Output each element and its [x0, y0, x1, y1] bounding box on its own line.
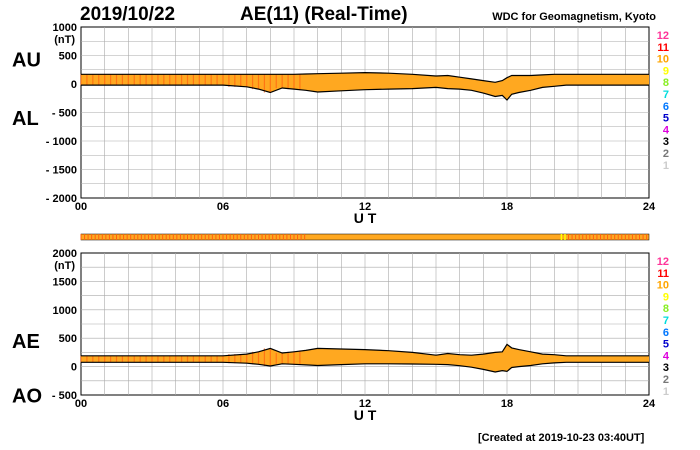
- panel-1-xtick-label: 06: [217, 201, 229, 213]
- panel-2-xtick-label: 12: [359, 398, 371, 410]
- panel-1-xtick-label: 12: [359, 201, 371, 213]
- panel-2-ytick-label: 0: [71, 362, 77, 374]
- panel-1-station-legend-item: 2: [663, 148, 669, 160]
- panel-1-xaxis-label: U T: [354, 210, 377, 226]
- panel-1-xtick-label: 00: [75, 201, 87, 213]
- panel-2-station-legend-item: 12: [657, 256, 669, 268]
- panel-2-station-legend-item: 6: [663, 327, 669, 339]
- panel-2-station-legend-item: 7: [663, 315, 669, 327]
- panel-2-station-legend-item: 2: [663, 374, 669, 386]
- panel-2-series-ao: [81, 361, 649, 373]
- panel-2-ytick-label: 2000: [53, 248, 77, 260]
- panel-2-xaxis-label: U T: [354, 407, 377, 423]
- panel-1-station-legend-item: 6: [663, 101, 669, 113]
- panel-2-xtick-label: 18: [501, 398, 513, 410]
- panel-1-series-au: [81, 71, 649, 83]
- panel-1-ytick-label: - 2000: [46, 193, 77, 205]
- panel-2-station-legend-item: 9: [663, 291, 669, 303]
- panel-1-station-legend-item: 9: [663, 65, 669, 77]
- panel-2-station-legend-item: 3: [663, 362, 669, 374]
- panel-1-ytick-label: 0: [71, 79, 77, 91]
- panel-2-xtick-label: 06: [217, 398, 229, 410]
- panel-2-units-label: (nT): [54, 260, 75, 272]
- panel-1-ytick-label: - 1500: [46, 165, 77, 177]
- panel-1-ytick-label: - 500: [52, 108, 77, 120]
- panel-2-station-legend-item: 1: [663, 386, 669, 398]
- panel-1-station-legend-item: 4: [663, 124, 670, 136]
- panel-2-xtick-label: 00: [75, 398, 87, 410]
- panel-1-ytick-label: 500: [59, 51, 77, 63]
- created-timestamp: [Created at 2019-10-23 03:40UT]: [478, 432, 645, 444]
- panel-1-station-legend-item: 11: [657, 42, 669, 54]
- panel-2-station-legend-item: 11: [657, 268, 669, 280]
- panel-1-upper-label: AU: [12, 49, 41, 71]
- panel-1-station-legend-item: 5: [663, 113, 669, 125]
- panel-2-ytick-label: 500: [59, 333, 77, 345]
- credit-label: WDC for Geomagnetism, Kyoto: [492, 11, 656, 23]
- panel-2-band: [81, 344, 649, 372]
- panel-1-xtick-label: 24: [643, 201, 656, 213]
- panel-2-upper-label: AE: [12, 331, 40, 353]
- panel-2-ytick-label: 1000: [53, 305, 77, 317]
- panel-1-lower-label: AL: [12, 108, 39, 130]
- chart-title: AE(11) (Real-Time): [240, 4, 408, 25]
- panel-2-station-legend-item: 8: [663, 303, 669, 315]
- date-label: 2019/10/22: [80, 4, 176, 25]
- panel-1-station-legend-item: 3: [663, 136, 669, 148]
- panel-1-station-legend-item: 1: [663, 160, 669, 172]
- panel-1-ytick-label: 1000: [53, 22, 77, 34]
- panel-2-station-legend-item: 4: [663, 350, 670, 362]
- panel-1-station-legend-item: 12: [657, 30, 669, 42]
- panel-1-station-legend-item: 7: [663, 89, 669, 101]
- panel-2-ytick-label: 1500: [53, 276, 77, 288]
- panel-1-ytick-label: - 1000: [46, 136, 77, 148]
- panel-1-station-legend-item: 10: [657, 54, 669, 66]
- panel-2-xtick-label: 24: [643, 398, 656, 410]
- panel-2-station-legend-item: 10: [657, 280, 669, 292]
- panel-2-station-legend-item: 5: [663, 339, 669, 351]
- panel-1-series-al: [81, 84, 649, 101]
- panel-2-series-ae: [81, 343, 649, 357]
- panel-2-lower-label: AO: [12, 385, 42, 407]
- panel-2-ytick-label: - 500: [52, 390, 77, 402]
- panel-1-xtick-label: 18: [501, 201, 513, 213]
- panel-1-station-legend-item: 8: [663, 77, 669, 89]
- panel-1-units-label: (nT): [54, 34, 75, 46]
